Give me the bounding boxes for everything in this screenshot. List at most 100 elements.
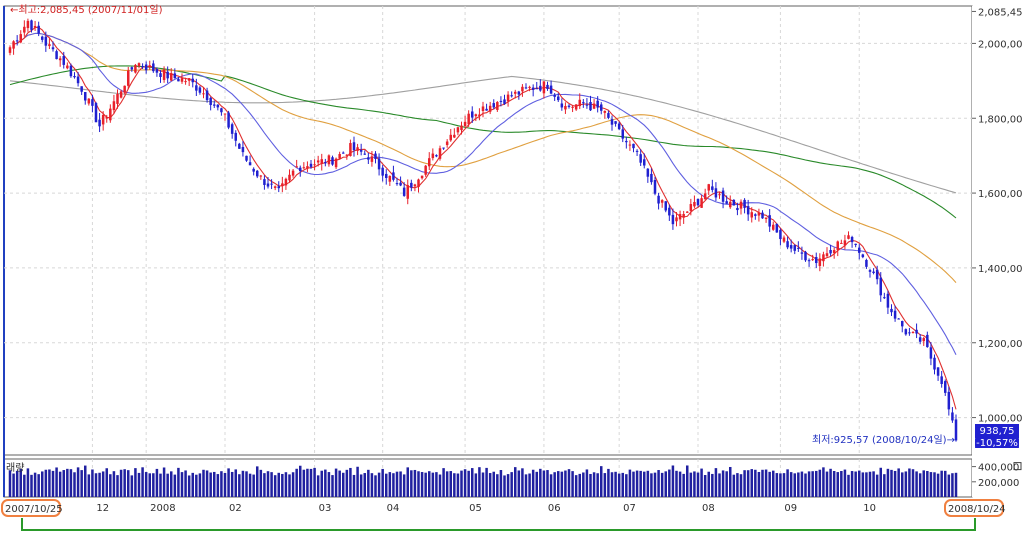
volume-bar <box>793 473 797 497</box>
candle-down <box>359 149 363 152</box>
volume-bar <box>37 474 40 497</box>
volume-bar <box>750 469 754 497</box>
volume-bar <box>782 473 786 497</box>
candle-up <box>19 34 23 43</box>
volume-bar <box>521 468 524 497</box>
volume-bar <box>66 468 69 497</box>
volume-bar <box>112 471 116 497</box>
volume-bar <box>678 471 682 497</box>
volume-bar <box>73 472 76 497</box>
volume-bar <box>829 468 832 497</box>
volume-bar <box>582 472 585 497</box>
candle-down <box>384 173 388 178</box>
volume-bar <box>653 472 657 497</box>
candle-down <box>865 259 868 267</box>
candle-down <box>535 88 539 90</box>
candle-down <box>499 100 503 102</box>
candle-up <box>413 184 417 187</box>
volume-bar <box>266 471 270 497</box>
candle-up <box>574 104 578 110</box>
volume-bar <box>900 472 904 497</box>
candle-up <box>460 125 463 131</box>
volume-bar <box>531 469 535 497</box>
volume-bar <box>241 470 245 497</box>
volume-bar <box>402 474 406 497</box>
volume-bar <box>614 471 617 497</box>
volume-bar <box>184 470 187 497</box>
volume-bar <box>198 473 202 497</box>
candle-up <box>453 134 456 138</box>
volume-bar <box>485 467 488 497</box>
volume-bar <box>180 472 184 497</box>
volume-bar <box>331 475 334 497</box>
volume-marker-icon <box>1013 462 1022 471</box>
volume-bar <box>836 472 840 497</box>
volume-bar <box>320 470 324 497</box>
volume-bar <box>506 474 510 497</box>
candle-up <box>456 127 460 133</box>
candle-up <box>148 65 152 68</box>
volume-bar <box>58 471 62 497</box>
candle-down <box>793 245 797 251</box>
candle-up <box>578 99 582 107</box>
candle-down <box>829 249 832 254</box>
volume-bar <box>807 471 811 497</box>
period-bracket <box>21 518 976 531</box>
volume-bar <box>908 468 911 497</box>
x-tick-label: 12 <box>96 503 109 514</box>
volume-bar <box>209 472 212 497</box>
volume-bar <box>334 468 338 497</box>
volume-bar <box>162 467 166 497</box>
candle-up <box>463 121 467 127</box>
candle-up <box>506 94 510 102</box>
volume-bar <box>291 472 295 497</box>
volume-bar <box>875 474 879 497</box>
candle-down <box>245 155 248 161</box>
volume-bar <box>44 469 48 497</box>
volume-bar <box>488 473 492 497</box>
candle-up <box>818 258 822 266</box>
candle-up <box>406 185 410 199</box>
candle-down <box>789 245 793 249</box>
candle-up <box>187 78 191 81</box>
candle-up <box>847 235 850 239</box>
last-price-value: 938,75 <box>980 426 1015 437</box>
candle-down <box>324 162 327 164</box>
candle-down <box>76 76 80 84</box>
candle-down <box>746 206 750 215</box>
candle-up <box>496 102 499 110</box>
price-tick-label: 2,085,45 <box>978 7 1023 18</box>
candle-down <box>807 260 811 262</box>
volume-bar <box>395 471 399 497</box>
candle-up <box>571 106 574 108</box>
candle-up <box>66 65 69 69</box>
last-price-change: (-10,57%) <box>972 438 1022 449</box>
x-tick-label: 06 <box>548 503 561 514</box>
candle-up <box>678 214 682 220</box>
candle-down <box>861 254 865 258</box>
candle-down <box>879 277 883 296</box>
volume-bar <box>306 468 309 497</box>
candle-down <box>392 172 395 180</box>
candle-down <box>610 119 614 125</box>
volume-bar <box>431 472 435 497</box>
candle-down <box>212 104 216 106</box>
volume-bar <box>83 465 87 497</box>
candle-down <box>639 154 642 163</box>
volume-bar <box>492 471 496 497</box>
candle-down <box>209 97 212 106</box>
volume-bar <box>843 469 847 497</box>
candle-up <box>703 193 707 200</box>
candle-up <box>481 106 485 112</box>
candle-up <box>123 85 126 93</box>
candle-down <box>331 157 334 165</box>
candle-up <box>750 212 754 218</box>
volume-bar <box>542 470 546 497</box>
volume-bar <box>87 474 91 497</box>
ma240-line <box>9 75 957 194</box>
volume-bar <box>51 470 55 497</box>
candle-up <box>338 154 341 159</box>
volume-bar <box>55 467 58 497</box>
candle-up <box>675 217 678 222</box>
volume-bar <box>510 472 513 497</box>
